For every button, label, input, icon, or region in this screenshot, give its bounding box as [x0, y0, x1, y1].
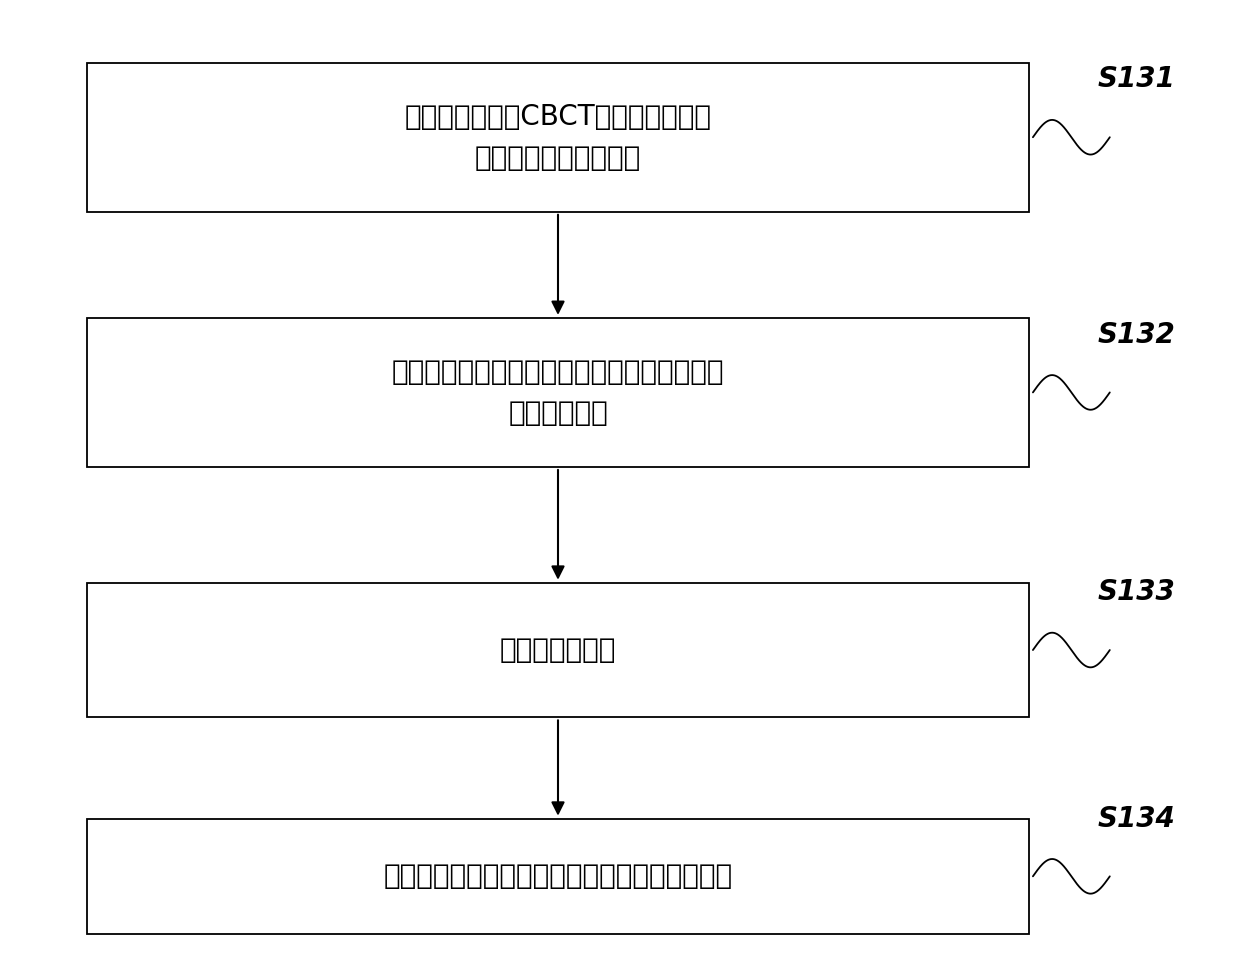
Text: S132: S132 — [1097, 321, 1176, 349]
Bar — [87, 63, 1029, 212]
Bar — [87, 583, 1029, 717]
Text: S131: S131 — [1097, 65, 1176, 93]
Text: 建立分割六面体: 建立分割六面体 — [500, 636, 616, 664]
Text: 通过分割控制点构建待诊断牙齿的三维分割图像: 通过分割控制点构建待诊断牙齿的三维分割图像 — [383, 862, 733, 891]
Text: S133: S133 — [1097, 578, 1176, 607]
Text: 在待诊断牙齿的CBCT图像的横断面上
确定三个横断面控制点: 在待诊断牙齿的CBCT图像的横断面上 确定三个横断面控制点 — [404, 103, 712, 171]
Text: S134: S134 — [1097, 804, 1176, 833]
Bar — [87, 318, 1029, 467]
Bar — [87, 819, 1029, 934]
Text: 根据三个横断面控制点确定分割的新坐标系的
三个矢量方向: 根据三个横断面控制点确定分割的新坐标系的 三个矢量方向 — [392, 358, 724, 427]
